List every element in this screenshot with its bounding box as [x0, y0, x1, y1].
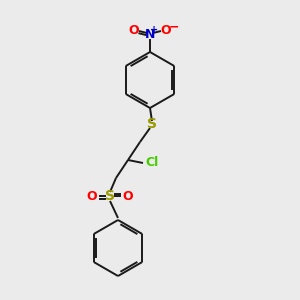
Text: Cl: Cl: [146, 157, 159, 169]
Text: O: O: [123, 190, 133, 202]
Text: −: −: [169, 20, 179, 34]
Text: S: S: [105, 189, 115, 203]
Text: O: O: [87, 190, 97, 202]
Text: O: O: [161, 23, 171, 37]
Text: +: +: [150, 25, 158, 35]
Text: O: O: [129, 23, 139, 37]
Text: S: S: [147, 117, 157, 131]
Text: N: N: [145, 28, 155, 41]
